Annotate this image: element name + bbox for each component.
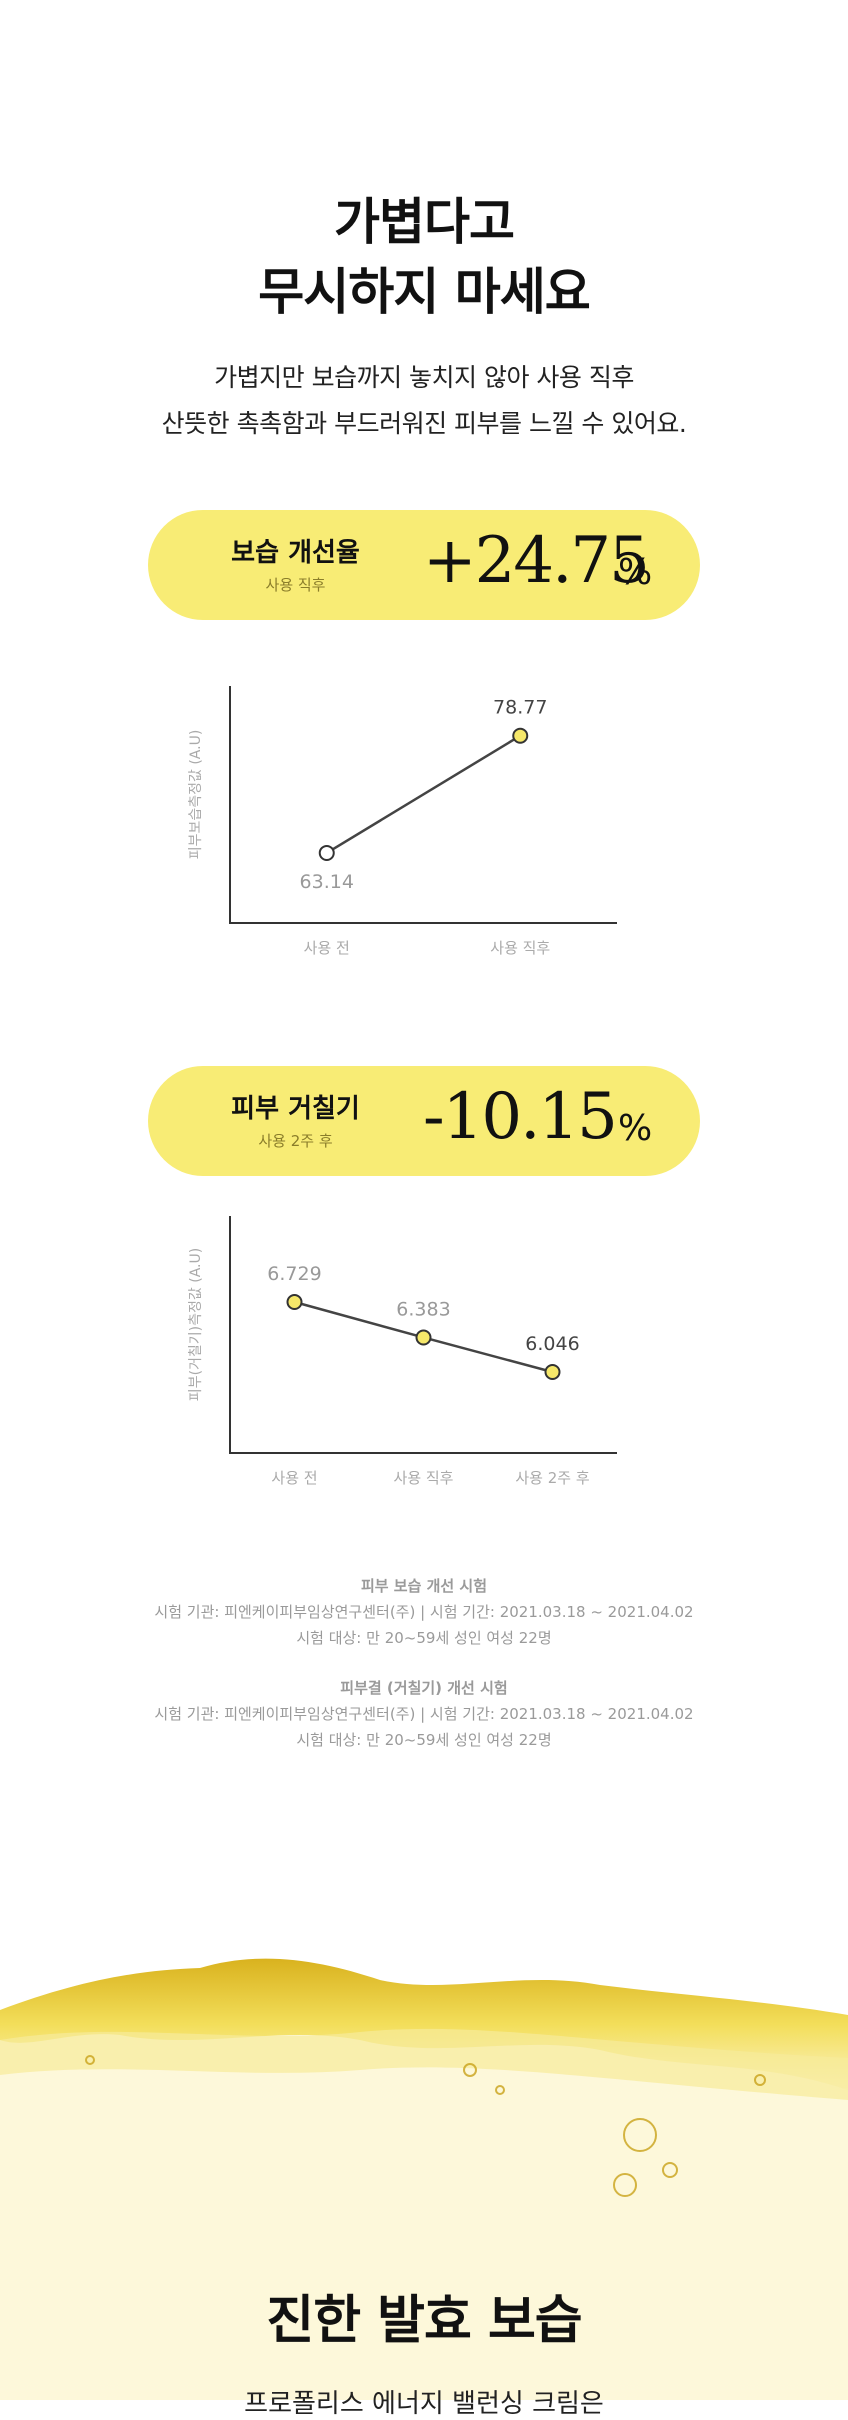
metric-timing: 사용 직후 — [265, 576, 326, 594]
description-line: 산뜻한 촉촉함과 부드러워진 피부를 느낄 수 있어요. — [161, 409, 687, 438]
x-tick-label: 사용 직후 — [490, 939, 550, 957]
title-line: 가볍다고 — [334, 193, 515, 251]
metric-unit: % — [618, 1108, 653, 1149]
axis — [229, 1216, 617, 1454]
value-label: 78.77 — [493, 697, 547, 719]
metric-unit: % — [618, 552, 653, 593]
x-tick-label: 사용 전 — [304, 939, 350, 957]
line-chart: 피부(거칠기)측정값 (A.U) 사용 전 6.729 사용 직후 6.383 사용 2주… — [188, 1216, 617, 1487]
line-chart: 피부보습측정값 (A.U) 사용 전 63.14 사용 직후 78.77 — [188, 686, 617, 957]
metric-label: 피부 거칠기 — [231, 1094, 360, 1124]
value-label: 6.383 — [396, 1298, 450, 1320]
note-line: 시험 대상: 만 20~59세 성인 여성 22명 — [296, 1731, 552, 1749]
metric-change: +24.75 — [423, 524, 650, 598]
value-label: 6.729 — [267, 1263, 321, 1285]
metric-label: 보습 개선율 — [231, 538, 360, 568]
y-axis-label: 피부(거칠기)측정값 (A.U) — [188, 1248, 204, 1401]
point — [415, 1329, 432, 1346]
description: 가볍지만 보습까지 놓치지 않아 사용 직후 산뜻한 촉촉함과 부드러워진 피부… — [0, 355, 848, 447]
point — [512, 727, 529, 744]
point — [544, 1364, 561, 1381]
value-label: 6.046 — [525, 1333, 579, 1355]
description-line: 가볍지만 보습까지 놓치지 않아 사용 직후 — [214, 363, 634, 392]
note-line: 시험 대상: 만 20~59세 성인 여성 22명 — [296, 1629, 552, 1647]
note-title: 피부결 (거칠기) 개선 시험 — [340, 1679, 508, 1697]
footer-subtitle: 프로폴리스 에너지 밸런싱 크림은 — [244, 2389, 604, 2419]
title: 가볍다고 무시하지 마세요 — [0, 187, 848, 327]
metric-change: -10.15 — [423, 1080, 618, 1154]
point — [286, 1294, 303, 1311]
y-axis-label: 피부보습측정값 (A.U) — [188, 730, 204, 860]
line — [326, 734, 521, 855]
x-tick-label: 사용 직후 — [394, 1469, 454, 1487]
metric-timing: 사용 2주 후 — [258, 1132, 333, 1150]
point — [318, 844, 335, 861]
wave-section — [0, 1958, 848, 2400]
note-line: 시험 기관: 피엔케이피부임상연구센터(주) | 시험 기간: 2021.03.… — [154, 1603, 694, 1621]
axis — [229, 686, 617, 924]
title-line: 무시하지 마세요 — [258, 263, 590, 321]
note-line: 시험 기관: 피엔케이피부임상연구센터(주) | 시험 기간: 2021.03.… — [154, 1705, 694, 1723]
x-tick-label: 사용 전 — [271, 1469, 317, 1487]
value-label: 63.14 — [300, 871, 354, 893]
note-title: 피부 보습 개선 시험 — [360, 1577, 488, 1595]
footer-title: 진한 발효 보습 — [266, 2291, 582, 2351]
x-tick-label: 사용 2주 후 — [515, 1469, 589, 1487]
